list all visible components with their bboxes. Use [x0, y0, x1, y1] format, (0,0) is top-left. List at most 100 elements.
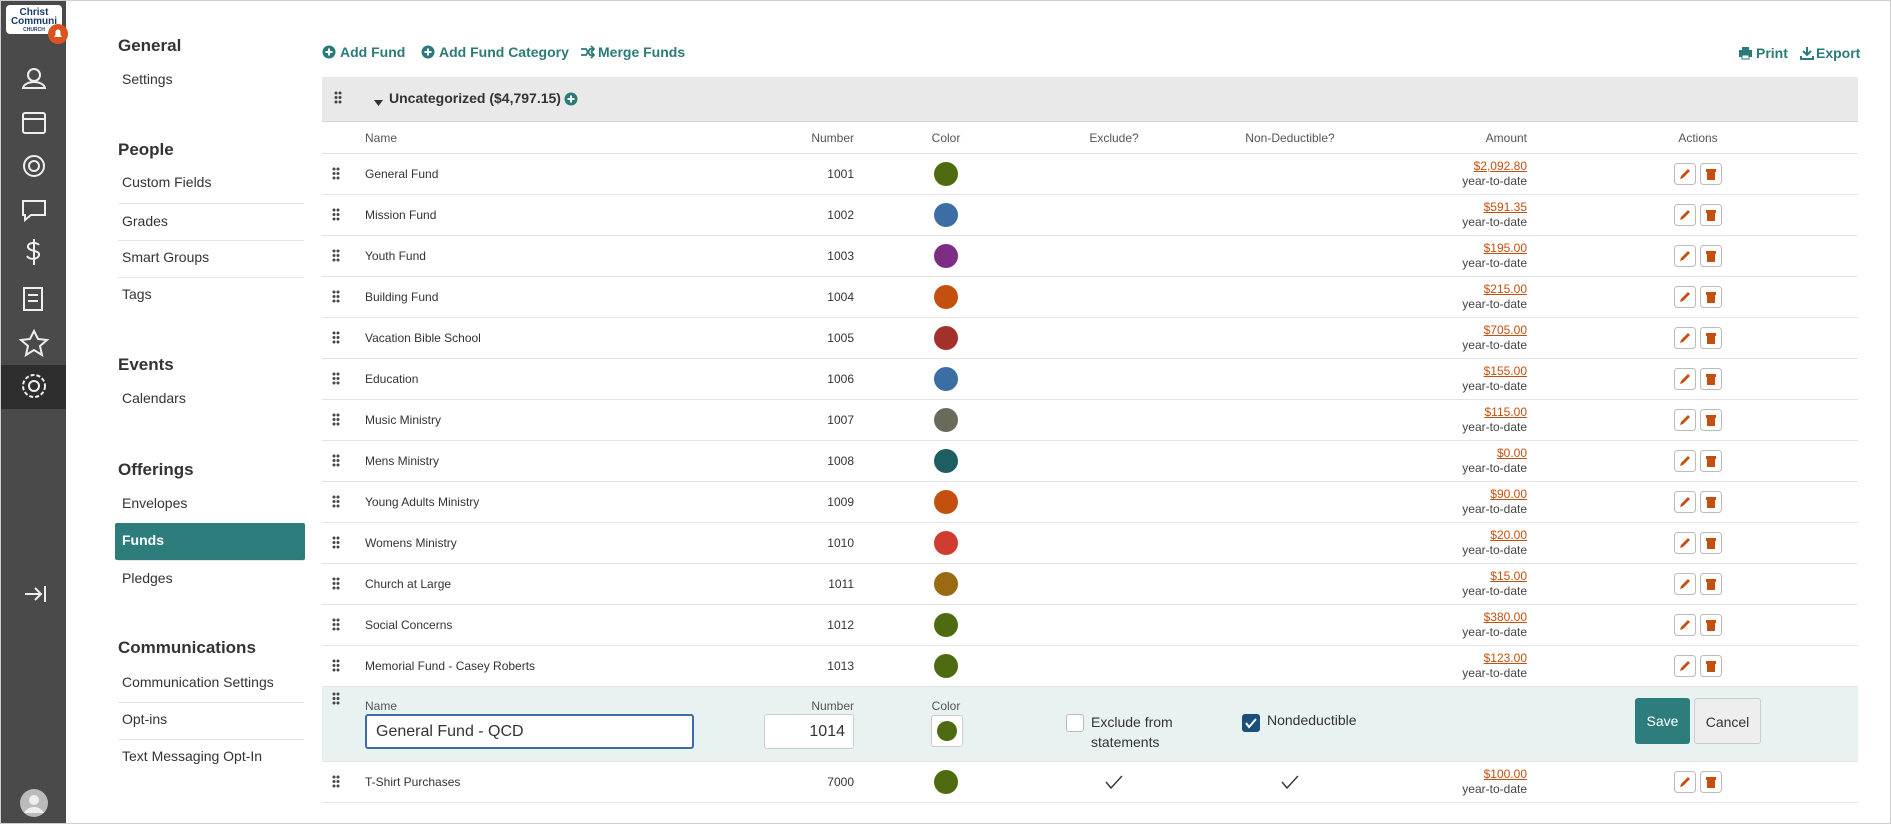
export-icon[interactable]: [1800, 46, 1814, 65]
fund-amount[interactable]: $90.00: [1490, 486, 1527, 501]
fund-amount[interactable]: $215.00: [1483, 281, 1527, 296]
menu-item[interactable]: Custom Fields: [122, 174, 212, 190]
delete-button[interactable]: [1700, 449, 1722, 477]
toolbar-action[interactable]: Merge Funds: [598, 44, 686, 60]
drag-handle[interactable]: [332, 454, 340, 472]
drag-handle[interactable]: [334, 91, 342, 109]
drag-handle[interactable]: [332, 775, 340, 793]
print-icon[interactable]: [1738, 46, 1753, 65]
save-button[interactable]: Save: [1635, 698, 1690, 744]
edit-button[interactable]: [1674, 654, 1696, 682]
edit-button[interactable]: [1674, 531, 1696, 559]
delete-button[interactable]: [1700, 203, 1722, 231]
fund-amount[interactable]: $0.00: [1496, 445, 1527, 460]
number-input[interactable]: 1014: [764, 714, 854, 749]
messages-icon[interactable]: [22, 200, 46, 223]
drag-handle[interactable]: [332, 331, 340, 349]
avatar[interactable]: [19, 788, 49, 818]
fund-amount[interactable]: $380.00: [1483, 609, 1527, 624]
delete-button[interactable]: [1700, 531, 1722, 559]
drag-handle[interactable]: [332, 536, 340, 554]
delete-button[interactable]: [1700, 654, 1722, 682]
giving-icon[interactable]: [23, 155, 45, 177]
menu-item[interactable]: Opt-ins: [122, 711, 168, 727]
fund-amount[interactable]: $155.00: [1483, 363, 1527, 378]
edit-button[interactable]: [1674, 770, 1696, 798]
favorites-icon[interactable]: [18, 328, 50, 358]
menu-item[interactable]: Text Messaging Opt-In: [122, 748, 263, 764]
menu-item[interactable]: Envelopes: [122, 495, 188, 511]
menu-item[interactable]: Grades: [122, 213, 168, 229]
drag-handle[interactable]: [332, 167, 340, 185]
drag-handle[interactable]: [332, 618, 340, 636]
collapse-caret[interactable]: [374, 94, 383, 112]
delete-button[interactable]: [1700, 490, 1722, 518]
delete-button[interactable]: [1700, 326, 1722, 354]
fund-amount[interactable]: $100.00: [1483, 766, 1527, 781]
name-input[interactable]: General Fund - QCD: [365, 714, 694, 749]
edit-button[interactable]: [1674, 203, 1696, 231]
print-button[interactable]: Print: [1756, 45, 1788, 61]
drag-handle[interactable]: [332, 577, 340, 595]
toolbar-action[interactable]: Add Fund Category: [439, 44, 569, 60]
fund-amount[interactable]: $115.00: [1484, 404, 1528, 419]
people-icon[interactable]: [21, 68, 47, 89]
cancel-button[interactable]: Cancel: [1694, 698, 1761, 744]
settings-icon[interactable]: [22, 374, 46, 398]
menu-item[interactable]: Calendars: [122, 390, 186, 406]
toolbar-icon[interactable]: [421, 45, 437, 64]
toolbar-action[interactable]: Add Fund: [340, 44, 406, 60]
edit-button[interactable]: [1674, 572, 1696, 600]
toolbar-icon[interactable]: [322, 45, 338, 64]
edit-button[interactable]: [1674, 162, 1696, 190]
fund-amount[interactable]: $123.00: [1483, 650, 1527, 665]
toolbar-icon[interactable]: [580, 45, 596, 64]
menu-item[interactable]: Pledges: [122, 570, 173, 586]
delete-button[interactable]: [1700, 613, 1722, 641]
forms-icon[interactable]: [23, 287, 43, 311]
calendar-icon[interactable]: [22, 112, 46, 134]
edit-button[interactable]: [1674, 490, 1696, 518]
drag-handle[interactable]: [332, 208, 340, 226]
color-picker[interactable]: [931, 715, 963, 747]
fund-amount[interactable]: $591.35: [1483, 199, 1527, 214]
exclude-checkbox[interactable]: [1066, 714, 1084, 732]
drag-handle[interactable]: [332, 372, 340, 390]
delete-button[interactable]: [1700, 572, 1722, 600]
finance-icon[interactable]: [26, 239, 40, 265]
delete-button[interactable]: [1700, 770, 1722, 798]
menu-item[interactable]: Funds: [122, 532, 164, 548]
fund-amount[interactable]: $705.00: [1483, 322, 1527, 337]
edit-button[interactable]: [1674, 244, 1696, 272]
drag-handle[interactable]: [332, 659, 340, 677]
drag-handle[interactable]: [332, 413, 340, 431]
drag-handle[interactable]: [332, 290, 340, 308]
fund-amount[interactable]: $2,092.80: [1473, 158, 1527, 173]
delete-button[interactable]: [1700, 244, 1722, 272]
delete-button[interactable]: [1700, 162, 1722, 190]
menu-item[interactable]: Communication Settings: [122, 674, 274, 690]
fund-amount[interactable]: $15.00: [1490, 568, 1527, 583]
add-to-category[interactable]: [564, 92, 578, 111]
nondeductible-checkbox[interactable]: [1242, 714, 1260, 732]
collapse-icon[interactable]: [25, 586, 46, 602]
drag-handle[interactable]: [332, 249, 340, 267]
menu-item[interactable]: Settings: [122, 71, 173, 87]
edit-button[interactable]: [1674, 613, 1696, 641]
delete-button[interactable]: [1700, 285, 1722, 313]
edit-button[interactable]: [1674, 285, 1696, 313]
edit-button[interactable]: [1674, 408, 1696, 436]
delete-button[interactable]: [1700, 367, 1722, 395]
menu-item[interactable]: Tags: [122, 286, 152, 302]
edit-button[interactable]: [1674, 449, 1696, 477]
drag-handle[interactable]: [332, 692, 340, 710]
fund-amount[interactable]: $195.00: [1483, 240, 1527, 255]
drag-handle[interactable]: [332, 495, 340, 513]
notification-icon[interactable]: [47, 23, 69, 45]
delete-button[interactable]: [1700, 408, 1722, 436]
export-button[interactable]: Export: [1816, 45, 1861, 61]
fund-amount[interactable]: $20.00: [1490, 527, 1527, 542]
edit-button[interactable]: [1674, 326, 1696, 354]
menu-item[interactable]: Smart Groups: [122, 249, 210, 265]
edit-button[interactable]: [1674, 367, 1696, 395]
